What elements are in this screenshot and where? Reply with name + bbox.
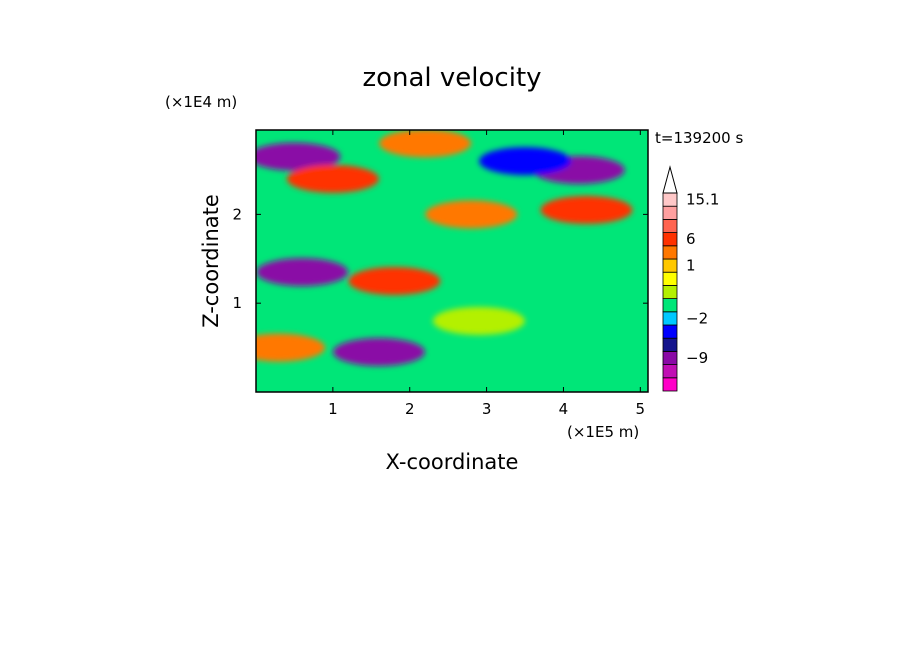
colorbar-extend-arrow [662,165,678,194]
colorbar-label: −2 [686,309,708,327]
field-feature-7 [332,338,425,367]
colorbar-swatch [662,218,678,233]
colorbar-swatch [662,364,678,379]
x-tick-label: 2 [405,400,415,418]
field-feature-13 [548,351,641,380]
field-feature-4 [540,195,633,224]
y-unit-label: (×1E4 m) [165,93,237,111]
time-label: t=139200 s [655,129,743,147]
field-feature-6 [479,147,572,176]
x-unit-label: (×1E5 m) [567,423,639,441]
colorbar-label: 15.1 [686,191,719,209]
x-axis-label: X-coordinate [386,450,519,474]
colorbar-swatch [662,311,678,326]
field-feature-1 [286,164,379,193]
field-feature-8 [425,200,518,229]
colorbar-swatch [662,337,678,352]
colorbar-label: −9 [686,349,708,367]
colorbar-swatch [662,298,678,313]
field-feature-10 [256,333,326,362]
x-tick-label: 3 [482,400,492,418]
plot-frame [255,129,649,393]
colorbar-swatch [662,192,678,207]
y-tick-label: 1 [232,294,242,312]
colorbar-label: 6 [686,230,696,248]
colorbar-swatch [662,377,678,392]
colorbar-swatch [662,205,678,220]
field-feature-0 [256,142,341,171]
colorbar-swatch [662,232,678,247]
y-axis-label: Z-coordinate [199,194,223,328]
colorbar-swatch [662,284,678,299]
velocity-field [256,130,641,380]
x-axis-ticks: 1 2 3 4 5 [328,130,645,418]
chart-title: zonal velocity [362,63,541,93]
colorbar-label: 1 [686,257,696,275]
colorbar-swatch [662,271,678,286]
colorbar-swatch [662,324,678,339]
plot-area [256,130,648,392]
colorbar-swatch [662,245,678,260]
x-tick-label: 5 [636,400,646,418]
x-tick-label: 4 [559,400,569,418]
x-tick-label: 1 [328,400,338,418]
colorbar: 15.1 6 1 −2 −9 [662,165,719,392]
field-feature-9 [379,130,472,158]
y-tick-label: 2 [232,205,242,223]
field-feature-11 [517,240,610,269]
field-feature-12 [432,306,525,335]
y-axis-ticks: 12 [232,205,648,312]
field-feature-3 [348,266,441,295]
field-feature-2 [256,258,349,287]
colorbar-swatch [662,350,678,365]
colorbar-swatch [662,258,678,273]
